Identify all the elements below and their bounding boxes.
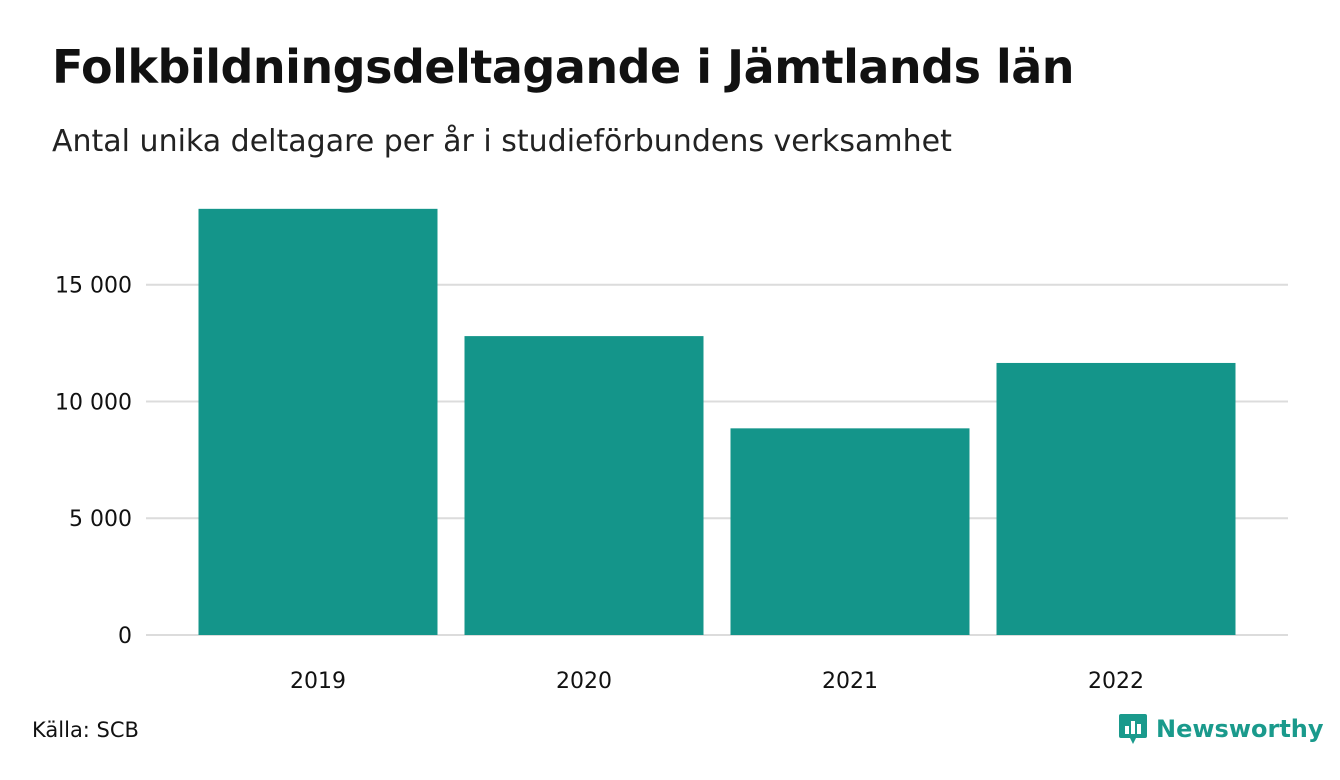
- y-tick-label: 5 000: [69, 507, 132, 532]
- bar-2019: [198, 208, 438, 636]
- x-tick-label: 2021: [822, 669, 878, 694]
- brand-logo: Newsworthy: [1118, 712, 1324, 746]
- x-tick-label: 2022: [1088, 669, 1144, 694]
- source-note: Källa: SCB: [32, 718, 139, 742]
- bar-2021: [730, 428, 970, 635]
- x-axis-ticks: 2019 2020 2021 2022: [290, 669, 1144, 694]
- chart-title: Folkbildningsdeltagande i Jämtlands län: [52, 40, 1075, 94]
- bar-2020: [464, 336, 704, 635]
- y-tick-label: 0: [118, 624, 132, 649]
- brand-name: Newsworthy: [1156, 715, 1324, 743]
- y-tick-label: 15 000: [55, 274, 132, 299]
- x-tick-label: 2019: [290, 669, 346, 694]
- y-tick-label: 10 000: [55, 390, 132, 415]
- x-tick-label: 2020: [556, 669, 612, 694]
- newsworthy-logo-icon: [1119, 714, 1147, 744]
- bars: [198, 208, 1236, 636]
- chart-subtitle: Antal unika deltagare per år i studieför…: [52, 124, 952, 159]
- bar-2022: [996, 362, 1236, 635]
- y-axis-ticks: 0 5 000 10 000 15 000: [55, 274, 132, 649]
